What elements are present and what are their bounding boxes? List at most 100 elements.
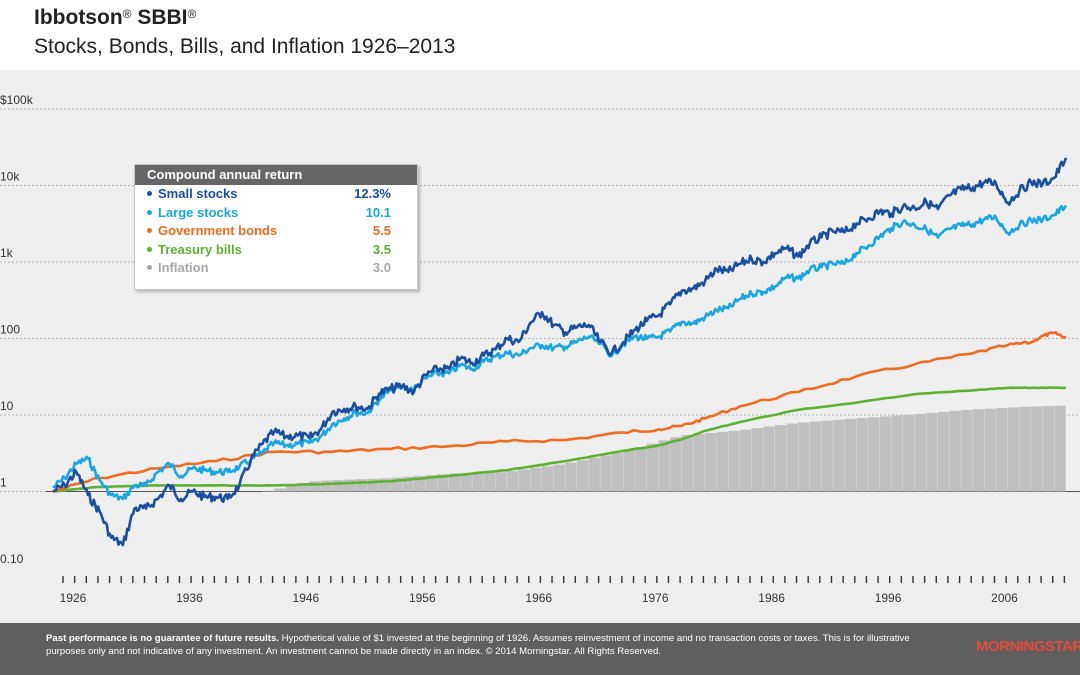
inflation-bar [576,460,589,492]
inflation-bar [833,419,845,492]
inflation-bar [670,437,682,492]
inflation-bar [728,430,740,492]
x-tick-label: 1986 [758,591,785,605]
y-tick-label: 100 [0,323,20,337]
inflation-bar [274,488,286,492]
inflation-bar [448,473,461,492]
morningstar-logo: MORNINGSTAR [976,638,1080,655]
inflation-bar [821,420,833,492]
legend-dot-icon [147,246,152,252]
inflation-bar [565,462,577,492]
inflation-bar [413,475,426,492]
inflation-bar [472,472,484,492]
inflation-bar [518,469,531,492]
inflation-bar [332,480,344,492]
legend-value: 12.3% [354,186,391,201]
footer: Past performance is no guarantee of futu… [0,623,1080,675]
x-tick-label: 1926 [60,591,87,605]
x-tick-label: 2006 [991,591,1018,605]
growth-chart: $100k 10k 1k 100 10 1 0.10 1926 1936 1946 1956 1966… [0,93,1080,605]
inflation-bar [355,479,368,492]
inflation-bar [763,426,775,492]
inflation-bar [553,464,566,492]
chart-title: Ibbotson® SBBI® [34,2,455,30]
inflation-bar [937,411,950,492]
inflation-bar [379,478,391,492]
title-sbbi: SBBI [131,6,188,29]
y-tick-label: 1k [0,246,14,260]
inflation-bar [460,473,472,492]
inflation-bar [507,471,519,492]
inflation-bar [425,475,437,492]
title-block: Ibbotson® SBBI® Stocks, Bonds, Bills, an… [34,2,455,62]
inflation-bar [611,453,624,492]
y-tick-label: $100k [0,93,34,107]
inflation-bar [600,455,612,492]
inflation-bar [798,422,810,492]
inflation-bar [344,479,356,492]
disclaimer-bold: Past performance is no guarantee of futu… [46,633,279,644]
x-tick-label: 1996 [875,591,902,605]
inflation-bar [984,408,996,492]
legend-value: 10.1 [365,204,391,220]
inflation-bar [774,425,787,492]
legend-value: 3.0 [372,260,391,276]
inflation-bar [739,429,752,492]
inflation-bar [856,418,868,492]
disclaimer: Past performance is no guarantee of futu… [46,633,936,658]
legend-item-treasury-bills: Treasury bills 3.5 [135,241,417,260]
inflation-bar [1054,405,1066,492]
inflation-bar [483,472,496,492]
legend-dot-icon [147,228,152,234]
x-tick-label: 1936 [176,591,203,605]
inflation-bar [1019,406,1031,492]
small-stocks-line [52,157,1068,547]
inflation-bar [681,434,694,492]
legend-item-inflation: Inflation 3.0 [135,259,417,278]
y-tick-label: 10 [0,399,14,413]
inflation-bar [285,485,298,492]
inflation-bar [367,478,379,492]
x-tick-label: 1946 [293,591,320,605]
legend-label: Treasury bills [158,241,242,257]
inflation-bar [996,408,1008,492]
inflation-bar [949,410,961,492]
inflation-bar [1042,406,1055,492]
inflation-bar [844,418,857,492]
legend-label: Inflation [158,260,209,276]
x-tick-label: 1976 [642,591,669,605]
legend-value: 5.5 [372,223,391,239]
y-tick-label: 10k [0,170,20,184]
legend-title: Compound annual return [135,165,417,185]
inflation-bar [635,446,647,492]
legend-label: Large stocks [158,204,239,220]
inflation-bar [437,474,449,492]
inflation-bar [658,440,670,492]
title-registered-mark-2: ® [187,7,197,21]
x-tick-label: 1956 [409,591,436,605]
legend-value: 3.5 [372,241,391,257]
inflation-bar [891,415,903,492]
treasury-bills-line [52,386,1066,493]
inflation-bar [751,428,763,492]
legend-dot-icon [147,191,152,196]
inflation-bar [914,413,926,492]
inflation-bar [542,466,554,492]
legend-item-large-stocks: Large stocks 10.1 [135,204,417,223]
chart-subtitle: Stocks, Bonds, Bills, and Inflation 1926… [34,35,456,58]
inflation-bar [495,472,507,492]
inflation-bar [902,414,915,492]
legend-item-small-stocks: Small stocks 12.3% [135,185,417,204]
inflation-bar [705,432,717,492]
large-stocks-line [52,204,1068,501]
plot-area: $100k 10k 1k 100 10 1 0.10 1926 1936 1946 1956 1966… [0,70,1080,623]
inflation-bar [786,423,798,492]
inflation-bar [1031,406,1043,492]
legend-label: Small stocks [158,186,238,201]
inflation-bar [646,443,659,492]
inflation-bar [623,450,635,492]
inflation-bar [879,416,892,492]
inflation-bar [716,431,729,492]
inflation-bar [809,421,822,492]
inflation-bar [926,412,938,492]
